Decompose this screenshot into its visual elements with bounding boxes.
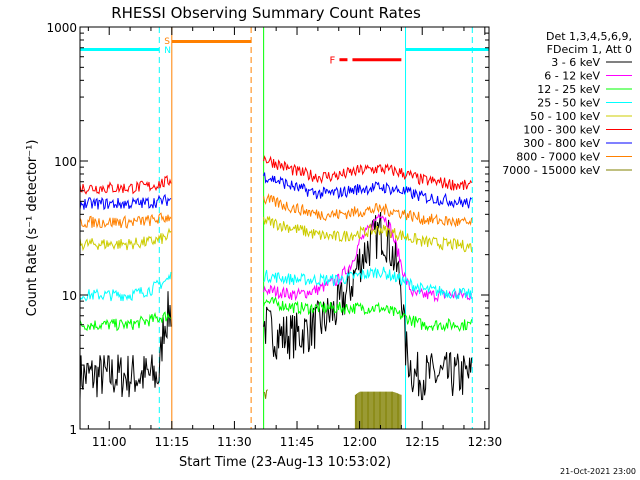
legend-label: 12 - 25 keV bbox=[537, 83, 600, 96]
footer-timestamp: 21-Oct-2021 23:00 bbox=[560, 467, 636, 476]
series-line bbox=[263, 155, 473, 191]
x-axis-label: Start Time (23-Aug-13 10:53:02) bbox=[179, 455, 391, 470]
x-tick-label: 11:30 bbox=[217, 435, 252, 449]
x-tick-label: 12:15 bbox=[405, 435, 440, 449]
series-line bbox=[263, 193, 473, 228]
series-line bbox=[80, 174, 172, 195]
saa-flag-label: S bbox=[164, 37, 170, 47]
night-flag-label: N bbox=[164, 46, 171, 56]
legend-label: 100 - 300 keV bbox=[523, 124, 600, 137]
legend-label: 7000 - 15000 keV bbox=[502, 164, 600, 177]
series-line bbox=[354, 391, 402, 429]
y-tick-label: 100 bbox=[54, 155, 77, 169]
x-tick-label: 11:00 bbox=[92, 435, 127, 449]
legend-header: Det 1,3,4,5,6,9, bbox=[546, 30, 632, 43]
legend-header: FDecim 1, Att 0 bbox=[547, 43, 632, 56]
flag-lines-layer bbox=[80, 27, 489, 429]
legend-label: 25 - 50 keV bbox=[537, 97, 600, 110]
x-tick-label: 11:45 bbox=[280, 435, 315, 449]
series-line bbox=[263, 211, 473, 401]
series-line bbox=[263, 215, 473, 253]
legend-label: 6 - 12 keV bbox=[544, 70, 600, 83]
x-tick-label: 12:00 bbox=[342, 435, 377, 449]
legend-label: 300 - 800 keV bbox=[523, 137, 600, 150]
y-tick-label: 10 bbox=[62, 289, 77, 303]
y-tick-label: 1000 bbox=[46, 21, 77, 35]
x-tick-label: 12:30 bbox=[468, 435, 503, 449]
y-tick-label: 1 bbox=[69, 423, 77, 437]
legend-label: 50 - 100 keV bbox=[530, 110, 600, 123]
axes-layer: 11:00 11:15 11:30 11:45 12:00 12:15 12:30 1 10 10… bbox=[46, 21, 502, 449]
chart-title: RHESSI Observing Summary Count Rates bbox=[111, 4, 421, 22]
series-line bbox=[263, 296, 473, 333]
series-line bbox=[80, 212, 172, 229]
flare-flag-label: F bbox=[329, 56, 335, 67]
legend-label: 3 - 6 keV bbox=[551, 56, 600, 69]
series-layer: F bbox=[80, 56, 473, 429]
y-axis-label: Count Rate (s⁻¹ detector⁻¹) bbox=[25, 140, 40, 317]
legend-label: 800 - 7000 keV bbox=[516, 151, 600, 164]
series-line bbox=[80, 193, 172, 211]
series-line bbox=[80, 227, 172, 252]
plot-frame bbox=[79, 26, 490, 430]
series-line bbox=[80, 271, 172, 302]
series-line bbox=[263, 172, 472, 209]
series-line bbox=[263, 389, 268, 399]
series-line bbox=[263, 266, 473, 300]
series-line bbox=[80, 311, 172, 332]
series-line bbox=[263, 213, 473, 303]
legend: Det 1,3,4,5,6,9,FDecim 1, Att 03 - 6 keV… bbox=[502, 30, 632, 177]
x-tick-label: 11:15 bbox=[155, 435, 190, 449]
series-line bbox=[80, 291, 172, 400]
